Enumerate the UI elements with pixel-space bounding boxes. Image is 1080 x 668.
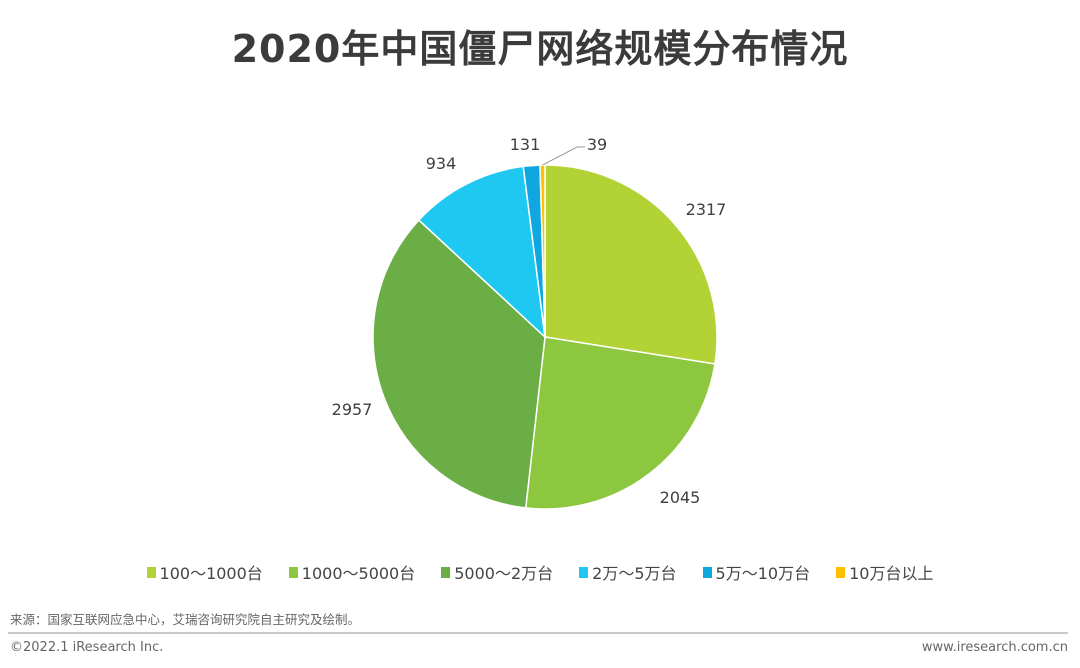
- legend-swatch: [441, 566, 451, 578]
- pie-slice-1: [524, 336, 716, 510]
- website: www.iresearch.com.cn: [921, 640, 1068, 655]
- copyright: ©2022.1 iResearch Inc.: [10, 640, 164, 655]
- legend-item: 10万台以上: [836, 560, 933, 584]
- legend-label: 5万～10万台: [715, 564, 811, 583]
- data-label: 2045: [660, 488, 701, 507]
- legend-swatch: [146, 566, 156, 578]
- legend-label: 2万～5万台: [592, 564, 677, 583]
- pie-slice-0: [544, 164, 718, 365]
- legend-item: 5000～2万台: [441, 560, 553, 584]
- data-label: 934: [426, 154, 457, 173]
- legend-swatch: [579, 566, 589, 578]
- pie-slice-2: [372, 219, 546, 509]
- legend-swatch: [836, 566, 846, 578]
- legend-label: 10万台以上: [849, 564, 934, 583]
- legend-swatch: [702, 566, 712, 578]
- legend-item: 100～1000台: [146, 560, 263, 584]
- legend-label: 1000～5000台: [301, 564, 416, 583]
- legend-item: 1000～5000台: [288, 560, 416, 584]
- legend: 100～1000台 1000～5000台 5000～2万台 2万～5万台 5万～10万台…: [0, 560, 1080, 584]
- divider: [8, 632, 1068, 634]
- legend-item: 2万～5万台: [579, 560, 677, 584]
- data-label: 2957: [332, 400, 373, 419]
- leader-line: [542, 146, 585, 166]
- pie-slice-3: [417, 165, 547, 339]
- data-label: 2317: [686, 200, 727, 219]
- legend-item: 5万～10万台: [702, 560, 811, 584]
- data-label: 39: [587, 135, 607, 154]
- chart-title: 2020年中国僵尸网络规模分布情况: [231, 27, 849, 71]
- legend-label: 100～1000台: [159, 564, 263, 583]
- data-label: 131: [510, 135, 541, 154]
- source-note: 来源：国家互联网应急中心，艾瑞咨询研究院自主研究及绘制。: [10, 612, 361, 627]
- pie-chart: 2317 2045 2957 934 131 39: [332, 135, 727, 510]
- legend-swatch: [288, 566, 298, 578]
- legend-label: 5000～2万台: [454, 564, 554, 583]
